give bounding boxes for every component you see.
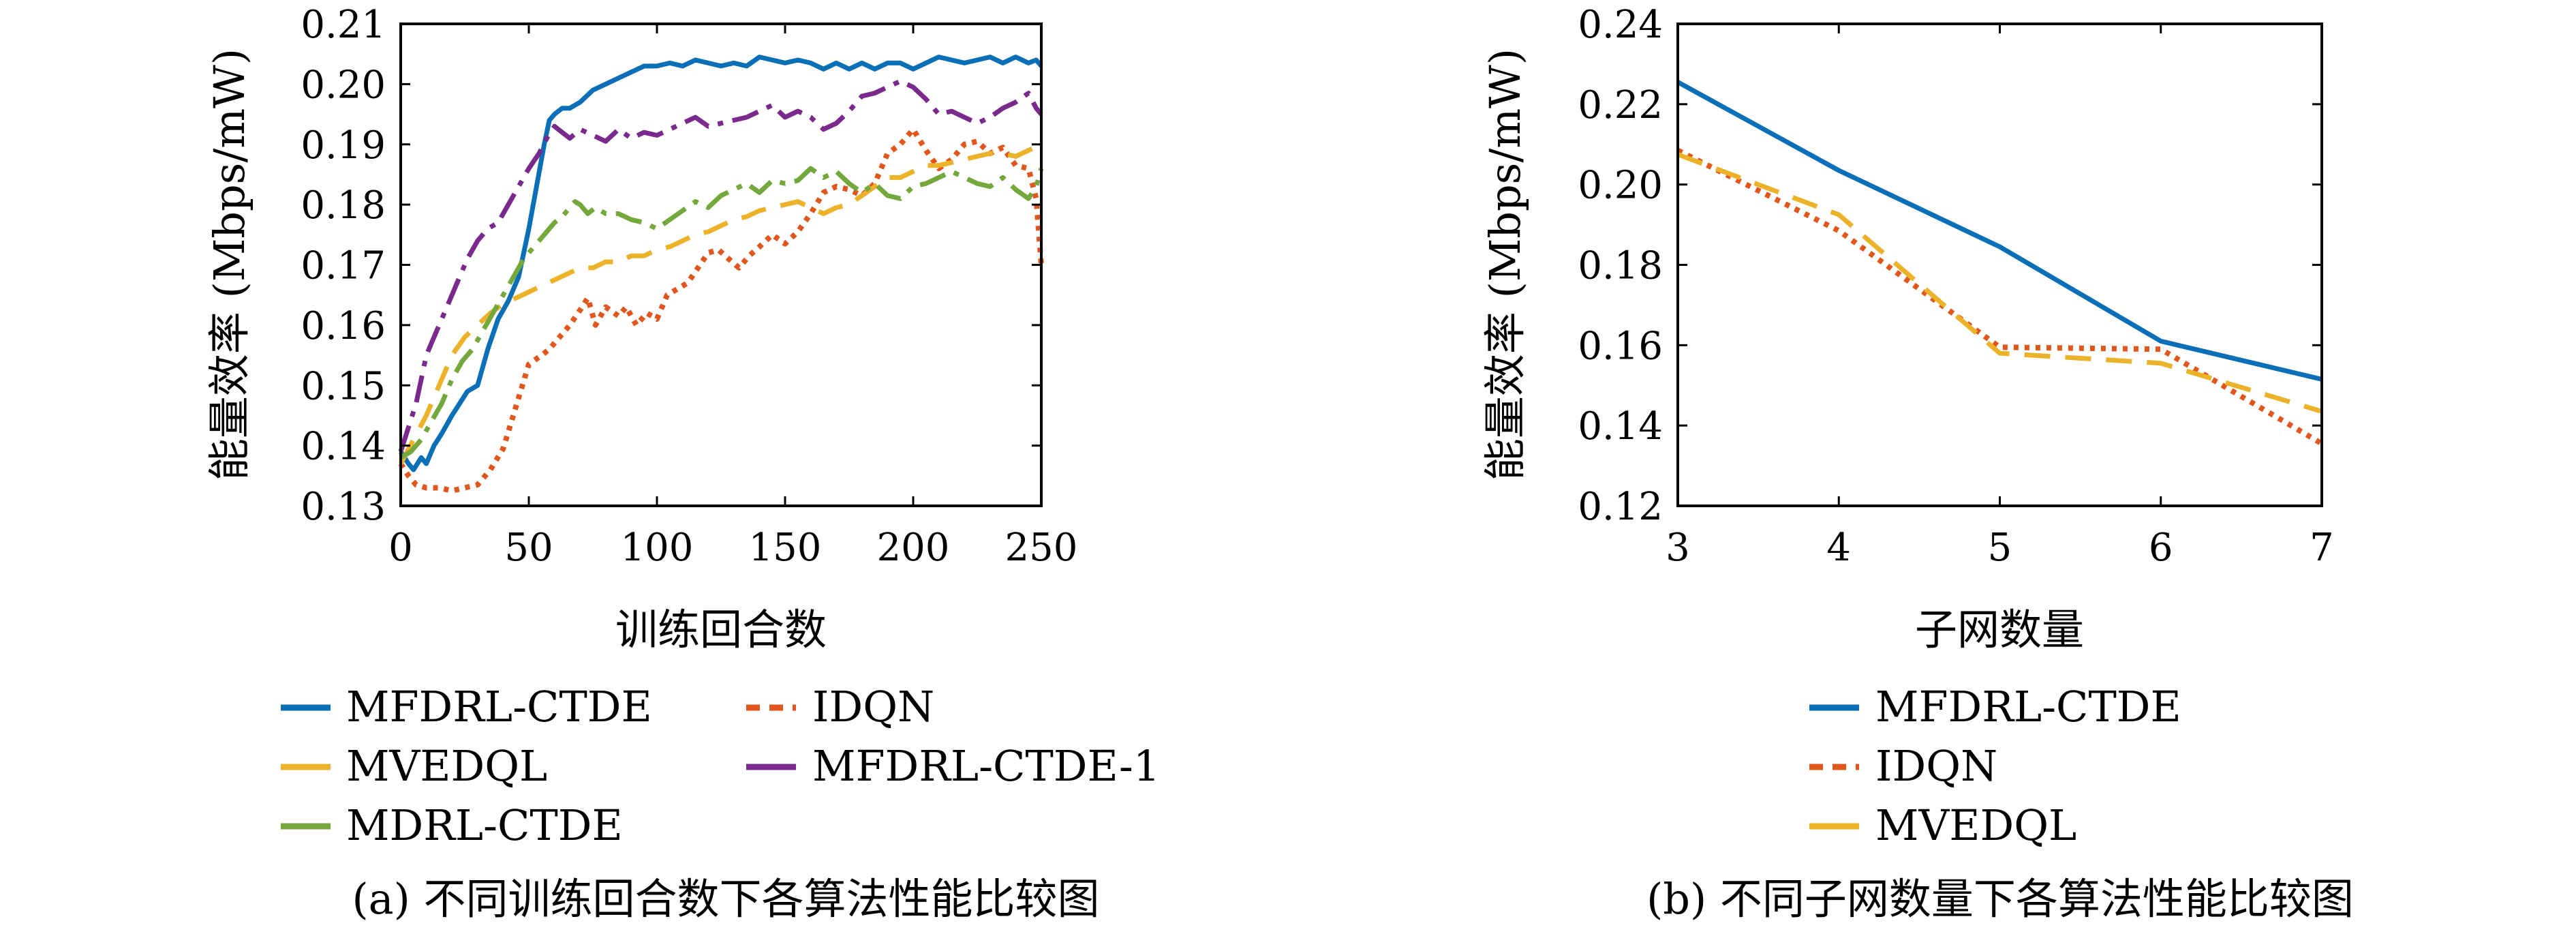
chart-a-lines — [398, 55, 1044, 494]
y-tick-label: 0.21 — [301, 3, 386, 47]
y-tick-label: 0.14 — [301, 425, 386, 469]
y-tick-label: 0.24 — [1578, 3, 1663, 47]
y-tick-label: 0.16 — [1578, 324, 1663, 368]
chart-b-series-idqn — [1676, 148, 2324, 447]
chart-a-caption: (a) 不同训练回合数下各算法性能比较图 — [352, 874, 1099, 924]
chart-b-ylabel: 能量效率 (Mbps/mW) — [1480, 48, 1530, 481]
x-tick-label: 50 — [504, 526, 553, 570]
legend-label-b-mvedql: MVEDQL — [1875, 800, 2076, 850]
chart-a-series-mfdrl-ctde-1 — [398, 78, 1043, 453]
x-tick-label: 3 — [1666, 526, 1690, 570]
legend-label-mfdrl-ctde-1: MFDRL-CTDE-1 — [812, 741, 1160, 791]
legend-label-mdrl-ctde: MDRL-CTDE — [346, 800, 623, 850]
y-tick-label: 0.17 — [301, 244, 386, 288]
legend-label-mfdrl-ctde: MFDRL-CTDE — [346, 682, 652, 732]
x-tick-label: 250 — [1005, 526, 1078, 570]
chart-a-ticks: 0 50 100 150 200 250 0.13 0.14 0.15 0.16 0.17 0.18 0… — [301, 3, 1077, 570]
y-tick-label: 0.16 — [301, 304, 386, 348]
y-tick-label: 0.18 — [301, 183, 386, 228]
chart-a-legend: MFDRL-CTDE IDQN MVEDQL MFDRL-CTDE-1 MDRL… — [281, 682, 1160, 850]
chart-a-xlabel: 训练回合数 — [615, 605, 827, 654]
legend-label-b-mfdrl-ctde: MFDRL-CTDE — [1875, 682, 2181, 732]
y-tick-label: 0.20 — [301, 63, 386, 107]
y-tick-label: 0.13 — [301, 485, 386, 529]
x-tick-label: 4 — [1826, 526, 1851, 570]
chart-b-frame — [1676, 22, 2323, 507]
x-tick-label: 7 — [2310, 526, 2334, 570]
chart-a-series-mvedql — [398, 142, 1043, 465]
chart-a-series-idqn — [398, 126, 1044, 494]
chart-a-series-mfdrl-ctde — [399, 55, 1043, 472]
chart-a-series-mdrl-ctde — [399, 166, 1044, 460]
chart-b-xlabel: 子网数量 — [1915, 605, 2084, 654]
chart-b: 3 4 5 6 7 0.12 0.14 0.16 0.18 0.20 0.22 0.24 子网数量 能… — [1480, 3, 2354, 924]
x-tick-label: 100 — [621, 526, 694, 570]
x-tick-label: 6 — [2149, 526, 2173, 570]
chart-b-lines — [1676, 80, 2324, 447]
legend-label-b-idqn: IDQN — [1875, 741, 1997, 791]
y-tick-label: 0.14 — [1578, 404, 1663, 449]
x-tick-label: 200 — [877, 526, 950, 570]
y-tick-label: 0.22 — [1578, 83, 1663, 127]
chart-b-caption: (b) 不同子网数量下各算法性能比较图 — [1646, 874, 2354, 924]
chart-b-series-mfdrl-ctde — [1676, 80, 2322, 382]
y-tick-label: 0.19 — [301, 123, 386, 168]
y-tick-label: 0.12 — [1578, 485, 1663, 529]
chart-a-frame — [399, 22, 1043, 507]
chart-a: 0 50 100 150 200 250 0.13 0.14 0.15 0.16 0.17 0.18 0… — [204, 3, 1160, 924]
legend-label-idqn: IDQN — [812, 682, 934, 732]
y-tick-label: 0.20 — [1578, 164, 1663, 208]
chart-b-series-mvedql — [1676, 152, 2323, 414]
x-tick-label: 5 — [1988, 526, 2012, 570]
y-tick-label: 0.18 — [1578, 244, 1663, 288]
chart-a-ylabel: 能量效率 (Mbps/mW) — [204, 48, 254, 481]
x-tick-label: 0 — [388, 526, 413, 570]
legend-label-mvedql: MVEDQL — [346, 741, 547, 791]
chart-b-legend: MFDRL-CTDE IDQN MVEDQL — [1809, 682, 2181, 850]
x-tick-label: 150 — [749, 526, 822, 570]
chart-b-ticks: 3 4 5 6 7 0.12 0.14 0.16 0.18 0.20 0.22 0.24 — [1578, 3, 2334, 570]
y-tick-label: 0.15 — [301, 364, 386, 408]
